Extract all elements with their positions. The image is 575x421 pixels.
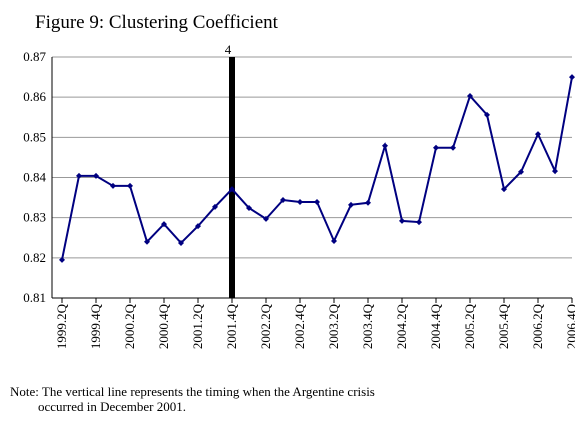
point — [314, 199, 320, 206]
point — [331, 237, 337, 244]
x-tick-label: 2006.2Q — [530, 303, 545, 349]
point — [127, 182, 133, 189]
point — [76, 172, 82, 179]
x-tick-label: 2004.2Q — [394, 303, 409, 349]
y-tick-label: 0.87 — [23, 49, 46, 64]
point — [144, 238, 150, 245]
x-tick-label: 2005.2Q — [462, 303, 477, 349]
point — [212, 203, 218, 210]
point — [59, 256, 65, 263]
point — [484, 111, 490, 118]
point — [297, 199, 303, 206]
x-tick-label: 2001.4Q — [224, 303, 239, 349]
point — [433, 144, 439, 151]
x-tick-label: 1999.4Q — [88, 303, 103, 349]
point — [552, 168, 558, 175]
x-tick-label: 2000.2Q — [122, 303, 137, 349]
note-line: occurred in December 2001. — [38, 399, 186, 414]
point — [161, 221, 167, 228]
x-tick-label: 2003.2Q — [326, 303, 341, 349]
note-line: Note: The vertical line represents the t… — [10, 384, 375, 399]
series-line — [61, 76, 573, 261]
point — [382, 142, 388, 149]
y-tick-label: 0.83 — [23, 210, 46, 225]
point — [399, 217, 405, 224]
x-tick-label: 2002.2Q — [258, 303, 273, 349]
point — [365, 199, 371, 206]
vertical-line — [229, 57, 235, 298]
point — [416, 219, 422, 226]
point — [467, 92, 473, 99]
x-tick-label: 1999.2Q — [54, 303, 69, 349]
point — [195, 223, 201, 230]
point — [246, 205, 252, 212]
point — [501, 186, 507, 193]
y-tick-label: 0.85 — [23, 129, 46, 144]
x-tick-label: 2000.4Q — [156, 303, 171, 349]
x-tick-label: 2006.4Q — [564, 303, 575, 349]
point — [518, 168, 524, 175]
point — [348, 201, 354, 208]
y-tick-label: 0.82 — [23, 250, 46, 265]
point — [110, 182, 116, 189]
point — [229, 186, 235, 193]
x-tick-label: 2003.4Q — [360, 303, 375, 349]
x-tick-label: 2002.4Q — [292, 303, 307, 349]
y-tick-label: 0.84 — [23, 170, 46, 185]
point — [178, 239, 184, 246]
vline-label: 4 — [225, 42, 232, 57]
point — [450, 144, 456, 151]
point — [263, 215, 269, 222]
x-tick-label: 2005.4Q — [496, 303, 511, 349]
point — [280, 196, 286, 203]
point — [569, 74, 575, 81]
chart-title: Figure 9: Clustering Coefficient — [35, 12, 279, 33]
point — [93, 172, 99, 179]
point — [535, 131, 541, 138]
x-tick-label: 2001.2Q — [190, 303, 205, 349]
y-tick-label: 0.86 — [23, 89, 46, 104]
x-tick-label: 2004.4Q — [428, 303, 443, 349]
y-tick-label: 0.81 — [23, 290, 46, 305]
